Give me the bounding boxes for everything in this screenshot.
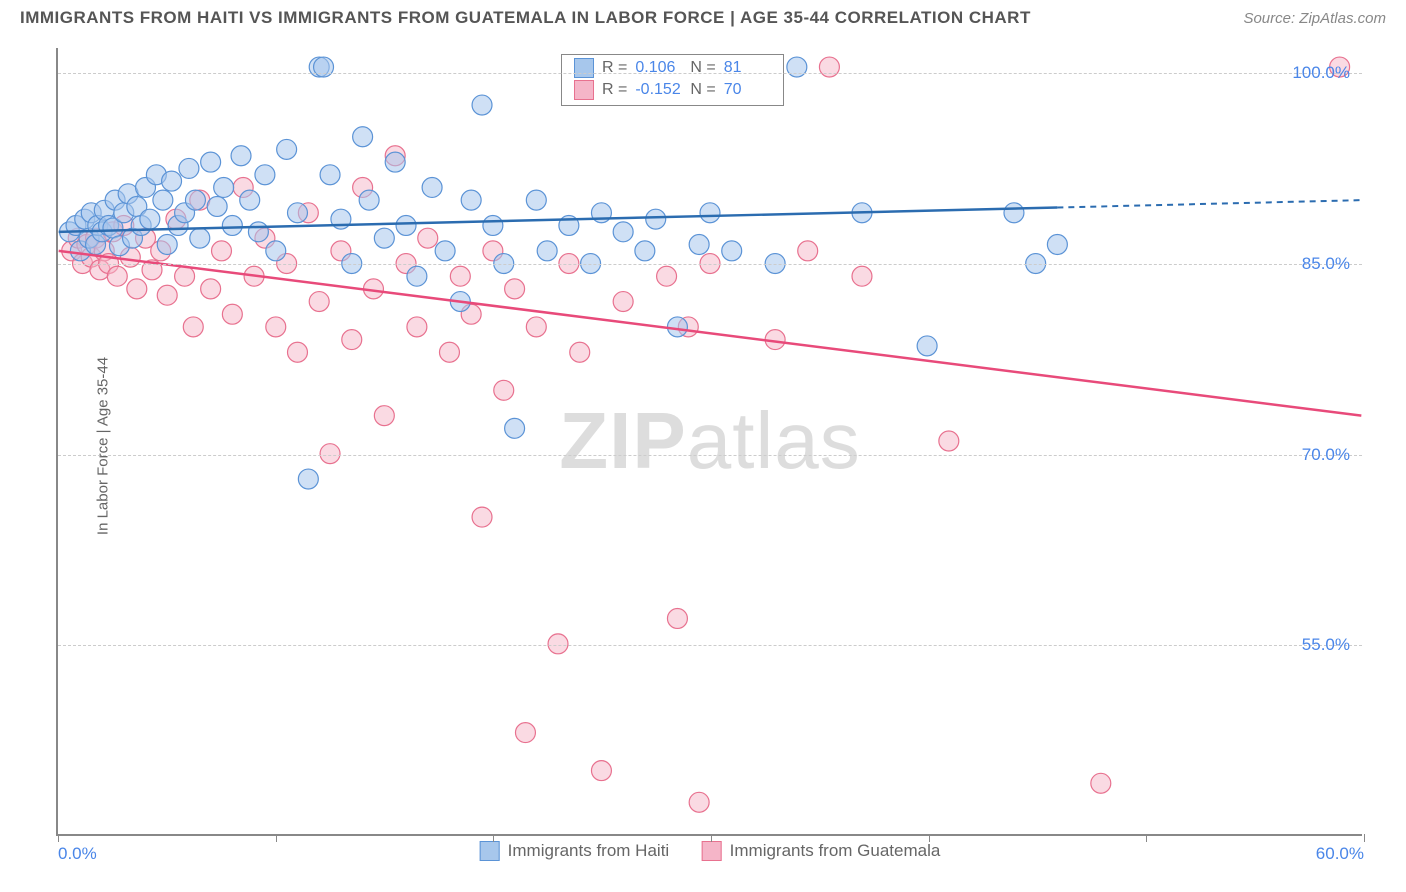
gridline [58,73,1362,74]
chart-title: IMMIGRANTS FROM HAITI VS IMMIGRANTS FROM… [20,8,1031,28]
x-tick-label: 0.0% [58,844,97,864]
x-tick [1146,834,1147,842]
y-tick-label: 100.0% [1292,63,1350,83]
x-tick [711,834,712,842]
r-value-guatemala: -0.152 [631,79,686,101]
n-value-haiti: 81 [720,57,775,79]
chart-header: IMMIGRANTS FROM HAITI VS IMMIGRANTS FROM… [0,0,1406,38]
x-tick [929,834,930,842]
r-value-haiti: 0.106 [631,57,686,79]
x-tick [493,834,494,842]
legend-label-guatemala: Immigrants from Guatemala [730,841,941,861]
x-tick [276,834,277,842]
legend-series: Immigrants from Haiti Immigrants from Gu… [452,841,969,866]
gridline [58,264,1362,265]
n-label: N = [686,79,719,101]
source-attribution: Source: ZipAtlas.com [1243,10,1386,27]
r-label: R = [598,57,631,79]
legend-label-haiti: Immigrants from Haiti [508,841,670,861]
y-tick-label: 70.0% [1302,445,1350,465]
gridline [58,645,1362,646]
gridline [58,455,1362,456]
swatch-haiti-icon [574,58,594,78]
r-label: R = [598,79,631,101]
n-value-guatemala: 70 [720,79,775,101]
y-tick-label: 55.0% [1302,635,1350,655]
swatch-haiti-icon [480,841,500,861]
scatter-svg [58,48,1362,834]
n-label: N = [686,57,719,79]
legend-correlation-box: R = 0.106 N = 81 R = -0.152 N = 70 [561,54,784,106]
swatch-guatemala-icon [574,80,594,100]
x-tick-label: 60.0% [1316,844,1364,864]
chart-plot-area: ZIPatlas R = 0.106 N = 81 R = -0.152 N =… [56,48,1362,836]
x-tick [1364,834,1365,842]
swatch-guatemala-icon [702,841,722,861]
y-tick-label: 85.0% [1302,254,1350,274]
y-axis-label: In Labor Force | Age 35-44 [95,357,112,535]
x-tick [58,834,59,842]
